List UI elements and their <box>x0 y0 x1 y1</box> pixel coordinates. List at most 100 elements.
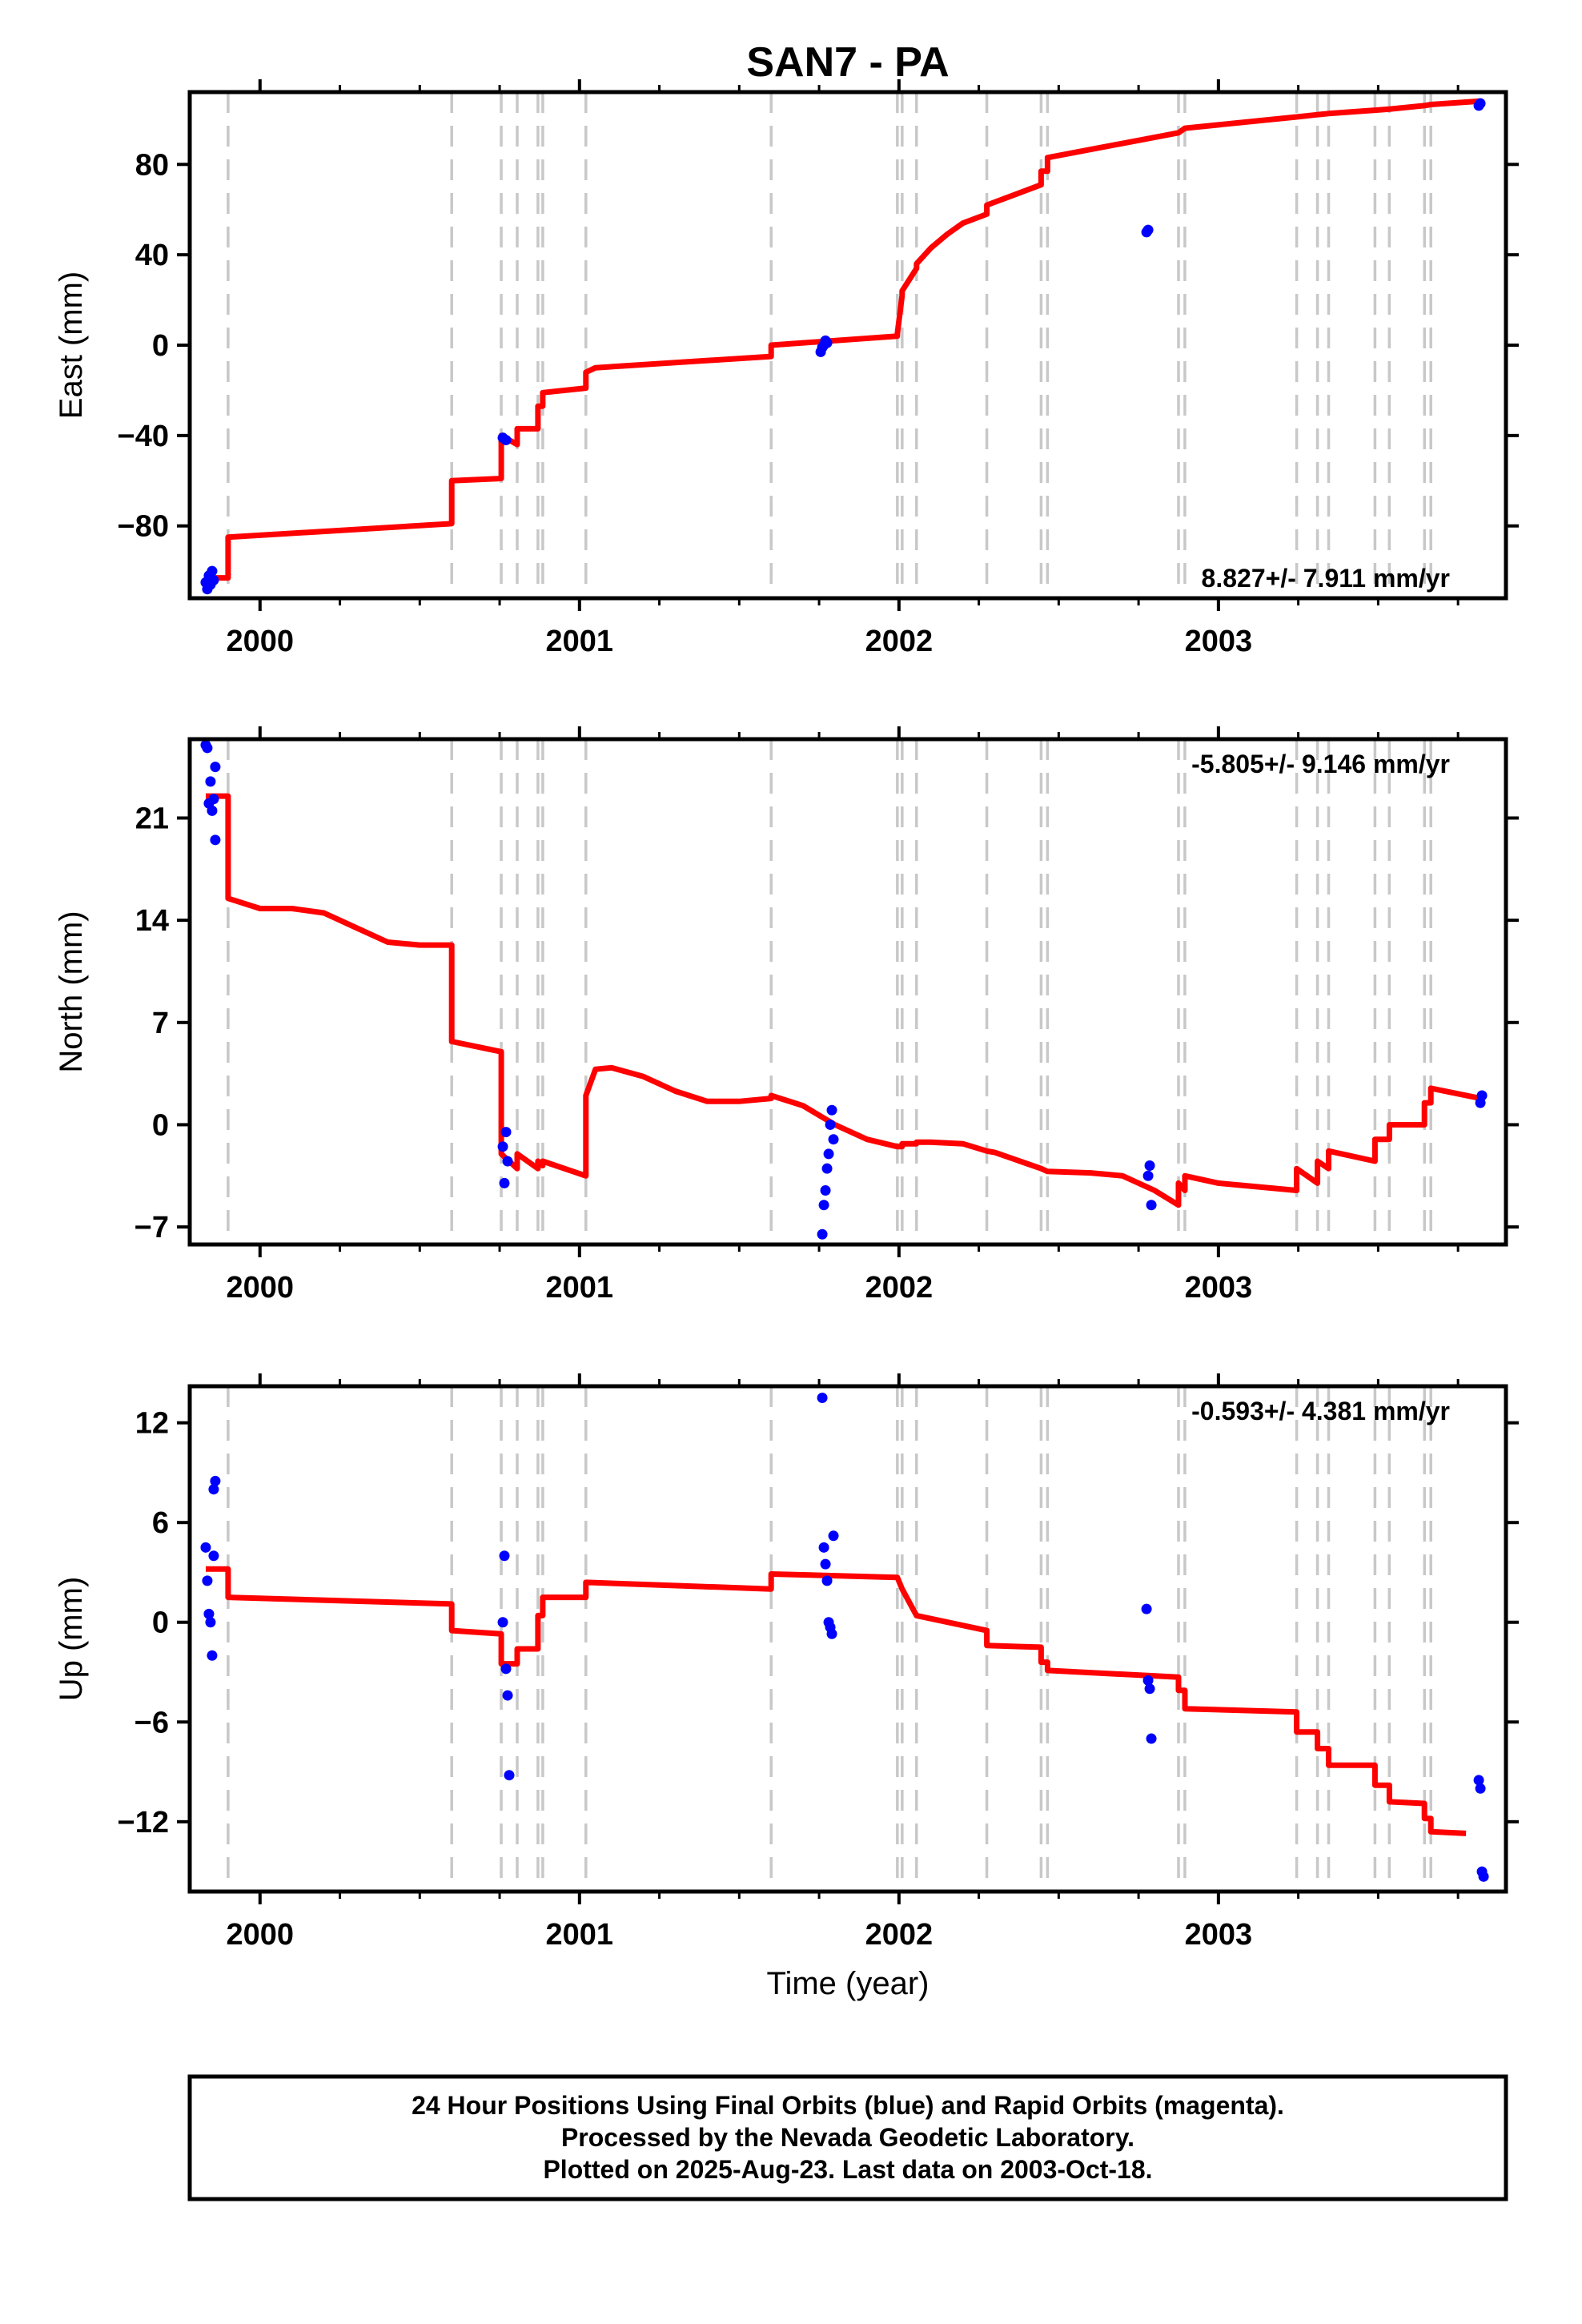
north-data-point <box>1476 1090 1488 1101</box>
east-data-point <box>821 337 833 348</box>
up-panel: 2000 2001 2002 2003 −12 −6 0 6 12 Up (mm) -0.593+/… <box>54 1373 1519 1952</box>
up-data-point <box>1144 1683 1155 1695</box>
north-data-point <box>210 762 221 773</box>
up-data-point <box>820 1558 831 1570</box>
up-data-point <box>818 1542 829 1553</box>
north-data-point <box>202 742 213 754</box>
up-x-tick-label: 2000 <box>227 1918 295 1952</box>
up-data-point <box>499 1550 510 1562</box>
up-data-point <box>200 1542 211 1553</box>
up-data-point <box>1141 1603 1152 1614</box>
north-data-point <box>499 1177 510 1188</box>
north-data-point <box>502 1156 513 1167</box>
east-model-line <box>206 98 1481 581</box>
up-data-point <box>208 1484 219 1495</box>
up-frame <box>187 1384 1508 1894</box>
north-y-tick-label: −7 <box>135 1211 169 1244</box>
up-x-tick-label: 2003 <box>1185 1918 1253 1952</box>
north-data-point <box>210 834 221 846</box>
east-y-axis-label: East (mm) <box>54 271 89 419</box>
east-y-tick-label: 80 <box>135 148 169 182</box>
up-data-point <box>828 1530 839 1542</box>
up-data-point <box>817 1393 828 1404</box>
up-data-point <box>1473 1775 1484 1786</box>
north-data-point <box>823 1148 834 1160</box>
east-data-point <box>208 574 219 585</box>
north-data-point <box>207 805 218 816</box>
up-data-point <box>826 1628 837 1639</box>
up-y-tick-label: 0 <box>152 1606 169 1640</box>
up-model-line <box>206 1566 1467 1836</box>
north-y-axis-label: North (mm) <box>54 911 89 1072</box>
north-data-point <box>1142 1170 1154 1181</box>
north-model-line <box>206 793 1481 1208</box>
up-data-point <box>205 1617 216 1628</box>
north-data-point <box>818 1200 829 1211</box>
north-rate-label: -5.805+/- 9.146 mm/yr <box>1191 750 1450 778</box>
up-data-point <box>497 1617 508 1628</box>
up-data-point <box>821 1575 833 1586</box>
north-data-point <box>820 1185 831 1196</box>
north-data-point <box>826 1104 837 1116</box>
caption-line-2: Processed by the Nevada Geodetic Laborat… <box>561 2123 1134 2152</box>
east-x-tick-label: 2003 <box>1185 625 1253 658</box>
north-data-point <box>497 1141 508 1152</box>
east-rate-label: 8.827+/- 7.911 mm/yr <box>1202 564 1450 593</box>
up-y-tick-label: 12 <box>135 1407 169 1441</box>
east-plot-area <box>200 92 1486 598</box>
up-data-point <box>1478 1871 1489 1882</box>
north-data-point <box>208 794 219 805</box>
east-x-tick-label: 2002 <box>865 625 934 658</box>
east-x-tick-label: 2000 <box>227 625 295 658</box>
east-x-tick-label: 2001 <box>546 625 614 658</box>
caption-line-3: Plotted on 2025-Aug-23. Last data on 200… <box>543 2155 1152 2184</box>
north-data-point <box>1144 1160 1155 1172</box>
up-data-point <box>208 1550 219 1562</box>
caption-line-1: 24 Hour Positions Using Final Orbits (bl… <box>412 2091 1284 2120</box>
up-y-tick-label: 6 <box>152 1506 169 1540</box>
north-x-tick-label: 2003 <box>1185 1271 1253 1305</box>
up-data-point <box>202 1575 213 1586</box>
north-y-tick-label: 7 <box>152 1007 169 1040</box>
up-data-point <box>207 1650 218 1661</box>
up-y-tick-label: −12 <box>118 1806 169 1839</box>
up-data-point <box>504 1770 515 1781</box>
east-data-point <box>1475 98 1486 109</box>
east-y-tick-label: 0 <box>152 329 169 363</box>
figure-title: SAN7 - PA <box>746 39 949 86</box>
east-y-tick-label: −80 <box>118 510 169 544</box>
up-data-point <box>1475 1783 1486 1794</box>
east-data-point <box>1142 224 1154 235</box>
up-x-tick-label: 2002 <box>865 1918 934 1952</box>
north-plot-area <box>200 739 1488 1244</box>
north-y-tick-label: 0 <box>152 1108 169 1142</box>
up-x-tick-label: 2001 <box>546 1918 614 1952</box>
north-panel: 2000 2001 2002 2003 −7 0 7 14 21 North (mm) -5.805… <box>54 726 1519 1305</box>
east-panel: 2000 2001 2002 2003 −80 −40 0 40 80 East (mm) 8.82… <box>54 79 1519 658</box>
north-data-point <box>821 1163 833 1174</box>
north-data-point <box>817 1228 828 1240</box>
north-data-point <box>828 1134 839 1145</box>
north-data-point <box>1146 1200 1157 1211</box>
north-x-tick-label: 2000 <box>227 1271 295 1305</box>
north-y-tick-label: 21 <box>135 802 169 835</box>
north-x-tick-label: 2001 <box>546 1271 614 1305</box>
up-data-point <box>1146 1733 1157 1744</box>
up-data-point <box>1142 1675 1154 1686</box>
x-axis-label: Time (year) <box>767 1966 930 2001</box>
north-data-point <box>205 776 216 787</box>
north-data-point <box>825 1119 836 1130</box>
east-data-point <box>500 435 512 445</box>
east-data-point <box>207 565 218 577</box>
up-y-tick-label: −6 <box>135 1706 169 1739</box>
east-y-tick-label: 40 <box>135 239 169 272</box>
east-frame <box>187 90 1508 601</box>
north-x-tick-label: 2002 <box>865 1271 934 1305</box>
up-rate-label: -0.593+/- 4.381 mm/yr <box>1191 1397 1450 1425</box>
caption-box: 24 Hour Positions Using Final Orbits (bl… <box>187 2074 1508 2201</box>
up-plot-area <box>200 1386 1489 1892</box>
up-data-point <box>210 1475 221 1486</box>
up-y-axis-label: Up (mm) <box>54 1577 89 1702</box>
north-frame <box>187 737 1508 1247</box>
